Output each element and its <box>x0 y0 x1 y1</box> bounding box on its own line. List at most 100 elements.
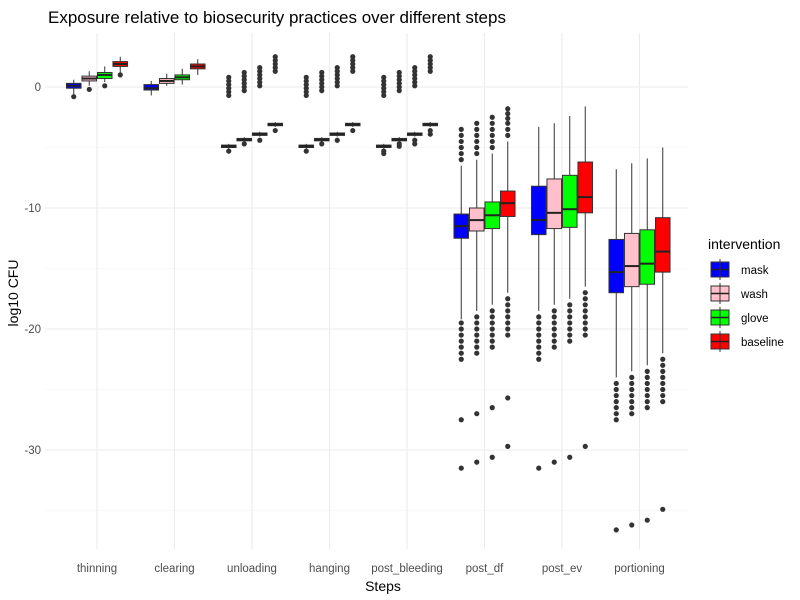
outlier-point <box>427 68 433 74</box>
outlier-point <box>458 326 464 332</box>
outlier-point <box>613 380 619 387</box>
outlier-point <box>567 302 573 308</box>
outlier-point <box>567 332 573 338</box>
outlier-point <box>505 111 511 117</box>
outlier-point <box>551 326 557 332</box>
outlier-point <box>272 127 278 134</box>
outlier-point <box>613 411 619 417</box>
outlier-point <box>505 395 511 401</box>
outlier-point <box>505 115 511 122</box>
outlier-point <box>582 296 588 302</box>
outlier-point <box>319 80 325 86</box>
outlier-point <box>412 141 418 147</box>
outlier-point <box>319 88 325 94</box>
outlier-point <box>226 81 232 88</box>
outlier-point <box>582 443 588 449</box>
outlier-point <box>644 399 650 405</box>
box-glove-post_df <box>484 114 501 460</box>
outlier-point <box>412 83 418 89</box>
outlier-point <box>613 527 619 533</box>
outlier-point <box>241 88 247 94</box>
x-tick-label: post_df <box>466 563 505 575</box>
outlier-point <box>117 72 123 78</box>
outlier-point <box>334 68 340 74</box>
outlier-point <box>226 74 232 80</box>
outlier-point <box>474 314 480 320</box>
outlier-point <box>629 386 635 393</box>
outlier-point <box>551 314 557 320</box>
outlier-point <box>226 148 232 154</box>
outlier-point <box>474 459 480 465</box>
outlier-point <box>350 127 356 134</box>
outlier-point <box>303 85 309 91</box>
outlier-point <box>458 417 464 423</box>
outlier-point <box>319 84 325 90</box>
outlier-point <box>644 368 650 374</box>
outlier-point <box>427 54 433 60</box>
series-glove <box>96 65 656 523</box>
box-wash-thinning <box>81 71 98 93</box>
y-tick-label: -30 <box>24 445 41 457</box>
outlier-point <box>505 106 511 112</box>
outlier-point <box>102 83 108 89</box>
outlier-point <box>86 86 92 93</box>
outlier-point <box>71 94 77 100</box>
box-baseline-portioning <box>654 147 671 512</box>
y-tick-label: -10 <box>24 203 41 215</box>
box-baseline-thinning <box>112 56 129 78</box>
outlier-point <box>613 405 619 411</box>
outlier-point <box>489 344 495 350</box>
outlier-point <box>257 68 263 74</box>
outlier-point <box>396 141 402 147</box>
outlier-point <box>303 92 309 99</box>
outlier-point <box>412 72 418 78</box>
outlier-point <box>536 356 542 362</box>
legend-label-wash: wash <box>740 289 768 301</box>
outlier-point <box>303 148 309 154</box>
outlier-point <box>489 126 495 132</box>
box-body <box>639 229 656 285</box>
outlier-point <box>396 77 402 83</box>
outlier-point <box>536 465 542 471</box>
outlier-point <box>474 344 480 350</box>
outlier-point <box>660 399 666 405</box>
box-baseline-hanging <box>344 54 361 134</box>
outlier-point <box>567 314 573 320</box>
outlier-point <box>613 399 619 405</box>
outlier-point <box>241 69 247 76</box>
outlier-point <box>489 132 495 138</box>
box-mask-unloading <box>220 74 237 154</box>
outlier-point <box>489 320 495 326</box>
outlier-point <box>505 332 511 338</box>
box-wash-unloading <box>236 69 253 147</box>
outlier-point <box>629 374 635 380</box>
outlier-point <box>458 144 464 151</box>
box-baseline-post_df <box>499 106 516 449</box>
outlier-point <box>474 320 480 326</box>
outlier-point <box>350 68 356 74</box>
outlier-point <box>226 92 232 99</box>
outlier-point <box>272 57 278 63</box>
outlier-point <box>412 137 418 143</box>
outlier-point <box>660 386 666 393</box>
outlier-point <box>350 61 356 67</box>
box-glove-portioning <box>639 158 656 523</box>
outlier-point <box>660 368 666 374</box>
outlier-point <box>567 320 573 326</box>
outlier-point <box>396 69 402 76</box>
outlier-point <box>427 61 433 67</box>
box-glove-post_bleeding <box>406 65 423 147</box>
box-mask-post_df <box>453 126 470 471</box>
outlier-point <box>458 320 464 326</box>
outlier-point <box>613 386 619 393</box>
outlier-point <box>381 81 387 88</box>
outlier-point <box>629 405 635 411</box>
outlier-point <box>505 126 511 132</box>
outlier-point <box>381 74 387 80</box>
outlier-point <box>567 326 573 332</box>
outlier-point <box>644 517 650 523</box>
box-wash-hanging <box>313 69 330 147</box>
outlier-point <box>582 308 588 314</box>
outlier-point <box>489 338 495 344</box>
